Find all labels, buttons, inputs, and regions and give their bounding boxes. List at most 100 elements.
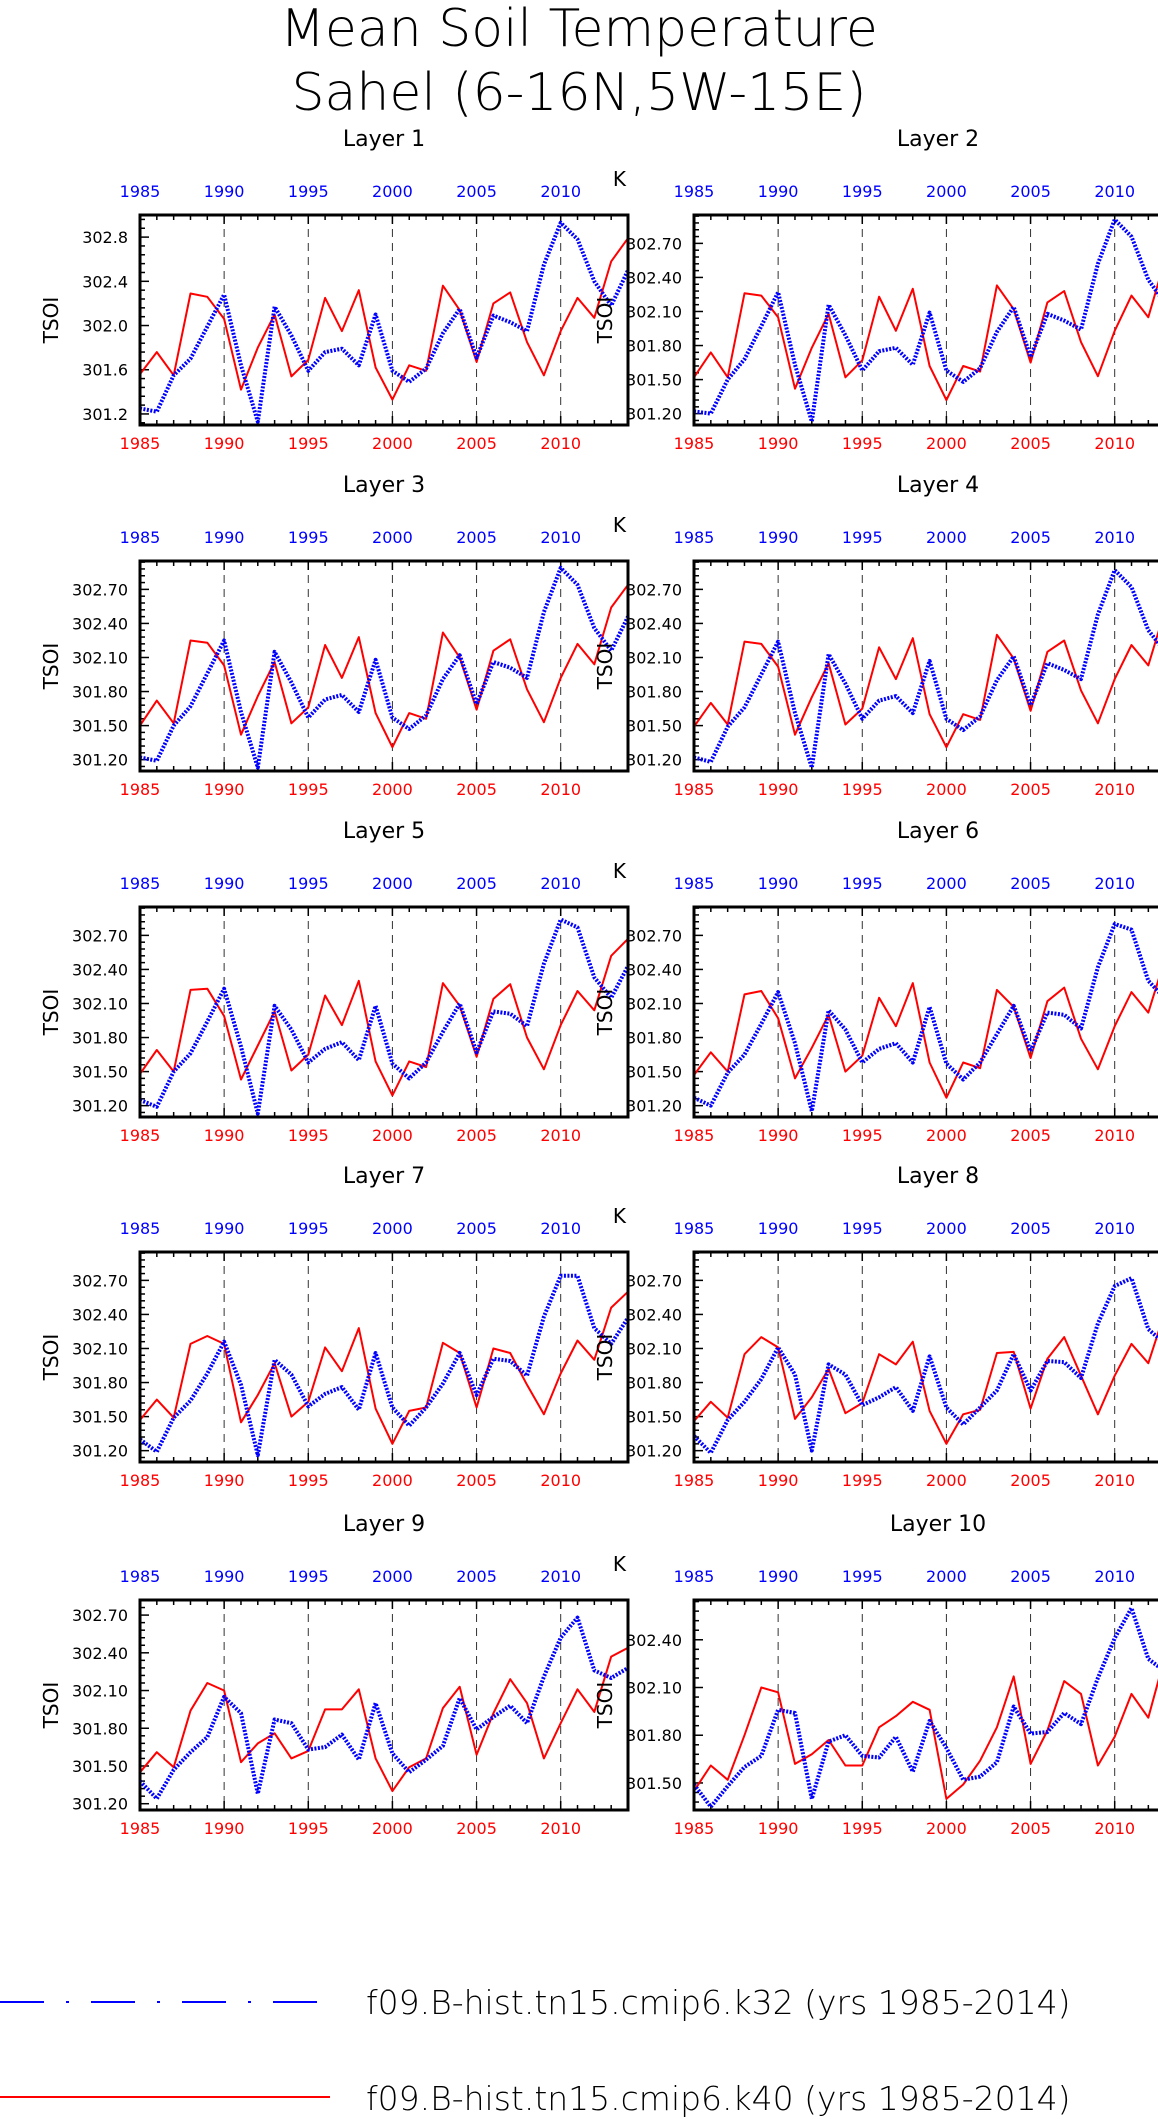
x-tick-label-top: 1995 [842,528,883,547]
x-tick-label-bottom: 2000 [372,1471,413,1490]
panel-title: Layer 2 [897,127,979,152]
x-tick-label-bottom: 1995 [288,780,329,799]
x-tick-label-top: 2005 [1010,528,1051,547]
legend-label-k40: f09.B-hist.tn15.cmip6.k40 (yrs 1985-2014… [366,2079,1071,2118]
plot-frame [692,1250,1158,1464]
panel-title: Layer 3 [343,473,425,498]
panel-layer-9: Layer 9 K TSOI 1985 1985 1990 1990 1995 1995 2000… [39,1512,630,1838]
y-tick-label: 302.10 [72,1682,128,1701]
y-tick-label: 302.40 [626,1631,682,1650]
x-tick-label-top: 1985 [674,182,715,201]
x-tick-label-bottom: 1985 [120,434,161,453]
y-tick-label: 301.20 [72,1795,128,1814]
x-tick-label-top: 1995 [288,1219,329,1238]
x-tick-label-top: 1995 [288,874,329,893]
y-axis-label: TSOI [39,297,63,345]
x-tick-label-bottom: 2005 [1010,1126,1051,1145]
x-tick-label-top: 1995 [288,182,329,201]
series-line-k40 [139,237,629,401]
x-tick-label-top: 2010 [1094,1567,1135,1586]
x-tick-label-top: 1990 [758,182,799,201]
x-tick-label-top: 1995 [288,1567,329,1586]
x-tick-label-bottom: 2000 [372,434,413,453]
series-line-k32 [692,1606,1158,1809]
y-tick-label: 301.50 [72,717,128,736]
series-line-k32 [692,1276,1158,1455]
x-tick-label-bottom: 1990 [204,434,245,453]
y-tick-label: 302.70 [72,1271,128,1290]
x-tick-label-bottom: 2005 [1010,1819,1051,1838]
x-tick-label-top: 1995 [842,1219,883,1238]
series-line-k32 [139,220,630,424]
x-tick-label-top: 2005 [1010,182,1051,201]
x-tick-label-bottom: 2000 [926,434,967,453]
series-line-k40 [139,584,629,749]
panel-layer-3: Layer 3 K TSOI 1985 1985 1990 1990 1995 1995 2000… [39,473,630,799]
y-tick-label: 301.20 [626,751,682,770]
y-tick-label: 302.70 [626,926,682,945]
x-tick-label-top: 1995 [842,1567,883,1586]
x-tick-label-top: 1990 [758,528,799,547]
panel-grid: Layer 1 K TSOI 1985 1985 1990 1990 1995 1995 2000… [39,127,1158,1838]
y-tick-label: 301.80 [72,1029,128,1048]
y-tick-label: 301.50 [626,1063,682,1082]
plot-frame [692,905,1158,1119]
y-tick-label: 301.20 [72,751,128,770]
x-tick-label-top: 2005 [456,528,497,547]
y-tick-label: 301.20 [72,1097,128,1116]
x-tick-label-bottom: 1985 [120,780,161,799]
panel-layer-7: Layer 7 K TSOI 1985 1985 1990 1990 1995 1995 2000… [39,1164,630,1490]
y-tick-label: 302.40 [72,1644,128,1663]
x-tick-label-top: 1990 [204,182,245,201]
panel-title: Layer 8 [897,1164,979,1189]
x-tick-label-bottom: 2005 [1010,780,1051,799]
x-tick-label-bottom: 1995 [842,1126,883,1145]
y-axis-label: TSOI [39,643,63,691]
unit-label: K [613,1204,627,1228]
x-tick-label-bottom: 1990 [204,780,245,799]
y-tick-label: 301.80 [626,1374,682,1393]
x-tick-label-bottom: 2005 [456,434,497,453]
x-tick-label-top: 1990 [204,1567,245,1586]
y-tick-label: 302.70 [626,234,682,253]
x-tick-label-bottom: 1995 [288,1819,329,1838]
x-tick-label-bottom: 1995 [842,780,883,799]
plot-frame [138,905,630,1119]
series-line-k40 [693,977,1158,1099]
x-tick-label-top: 2010 [540,182,581,201]
y-tick-label: 302.10 [626,302,682,321]
x-tick-label-top: 1985 [120,1567,161,1586]
y-axis-label: TSOI [593,1682,617,1730]
x-tick-label-bottom: 2010 [540,434,581,453]
x-tick-label-bottom: 2000 [926,1471,967,1490]
panel-layer-2: Layer 2 K TSOI 1985 1985 1990 1990 1995 1995 2000… [593,127,1158,453]
series-line-k32 [138,1273,630,1458]
y-axis-label: TSOI [39,1682,63,1730]
series-line-k40 [693,280,1158,401]
x-tick-label-bottom: 1995 [842,434,883,453]
x-tick-label-top: 2000 [372,874,413,893]
x-tick-label-top: 2000 [372,182,413,201]
x-tick-label-bottom: 1985 [120,1126,161,1145]
x-tick-label-top: 1990 [204,528,245,547]
chart-title-line-2: Sahel (6-16N,5W-15E) [292,63,867,123]
y-tick-label: 302.10 [626,1339,682,1358]
x-tick-label-bottom: 2010 [1094,1471,1135,1490]
x-tick-label-top: 1995 [288,528,329,547]
y-tick-label: 301.80 [626,683,682,702]
y-tick-label: 301.20 [72,1442,128,1461]
x-tick-label-bottom: 1990 [204,1471,245,1490]
x-tick-label-bottom: 2010 [540,1819,581,1838]
x-tick-label-top: 2010 [1094,528,1135,547]
series-line-k40 [693,1675,1158,1800]
y-tick-label: 301.50 [626,1408,682,1427]
x-tick-label-bottom: 1985 [674,780,715,799]
panel-layer-8: Layer 8 K TSOI 1985 1985 1990 1990 1995 1995 2000… [593,1164,1158,1490]
x-tick-label-top: 2005 [456,1567,497,1586]
y-tick-label: 301.50 [72,1408,128,1427]
y-tick-label: 302.0 [82,317,128,336]
y-tick-label: 301.20 [626,405,682,424]
legend: f09.B-hist.tn15.cmip6.k32 (yrs 1985-2014… [0,1983,1071,2118]
panel-title: Layer 7 [343,1164,425,1189]
x-tick-label-bottom: 1985 [674,434,715,453]
